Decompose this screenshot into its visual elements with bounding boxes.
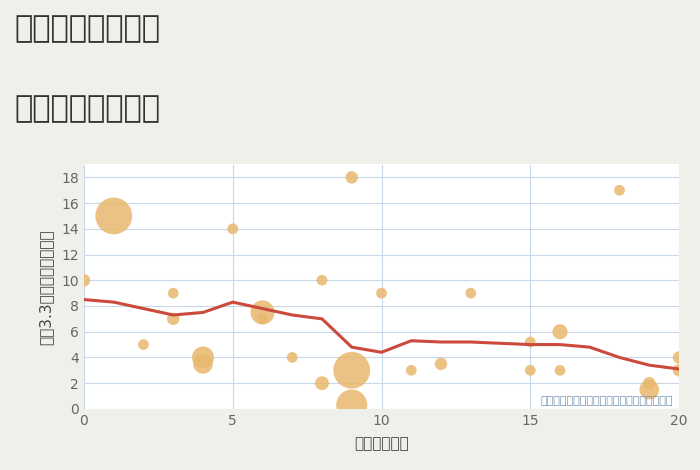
Text: 三重県伊賀市瀧の: 三重県伊賀市瀧の (14, 14, 160, 43)
Point (138, 341, 149, 348)
Text: 駅距離別土地価格: 駅距離別土地価格 (14, 94, 160, 123)
Point (614, 187, 625, 194)
Point (197, 360, 209, 368)
Y-axis label: 坪（3.3㎡）単価（万円）: 坪（3.3㎡）単価（万円） (38, 229, 53, 345)
Point (108, 212, 119, 219)
Point (465, 290, 476, 297)
Point (406, 367, 417, 374)
Point (525, 367, 536, 374)
Point (673, 354, 685, 361)
Point (316, 379, 328, 387)
Point (554, 367, 566, 374)
Point (257, 315, 268, 322)
Point (346, 401, 357, 409)
Point (554, 328, 566, 336)
X-axis label: 駅距離（分）: 駅距離（分） (354, 436, 409, 451)
Point (525, 338, 536, 346)
Point (435, 360, 447, 368)
Point (346, 367, 357, 374)
Point (346, 173, 357, 181)
Point (227, 225, 238, 233)
Text: 円の大きさは、取引のあった物件面積を示す: 円の大きさは、取引のあった物件面積を示す (540, 396, 673, 407)
Point (673, 367, 685, 374)
Point (376, 290, 387, 297)
Point (644, 379, 655, 387)
Point (168, 290, 179, 297)
Point (316, 276, 328, 284)
Point (257, 309, 268, 316)
Point (644, 386, 655, 393)
Point (197, 354, 209, 361)
Point (287, 354, 298, 361)
Point (78, 276, 90, 284)
Point (168, 315, 179, 322)
